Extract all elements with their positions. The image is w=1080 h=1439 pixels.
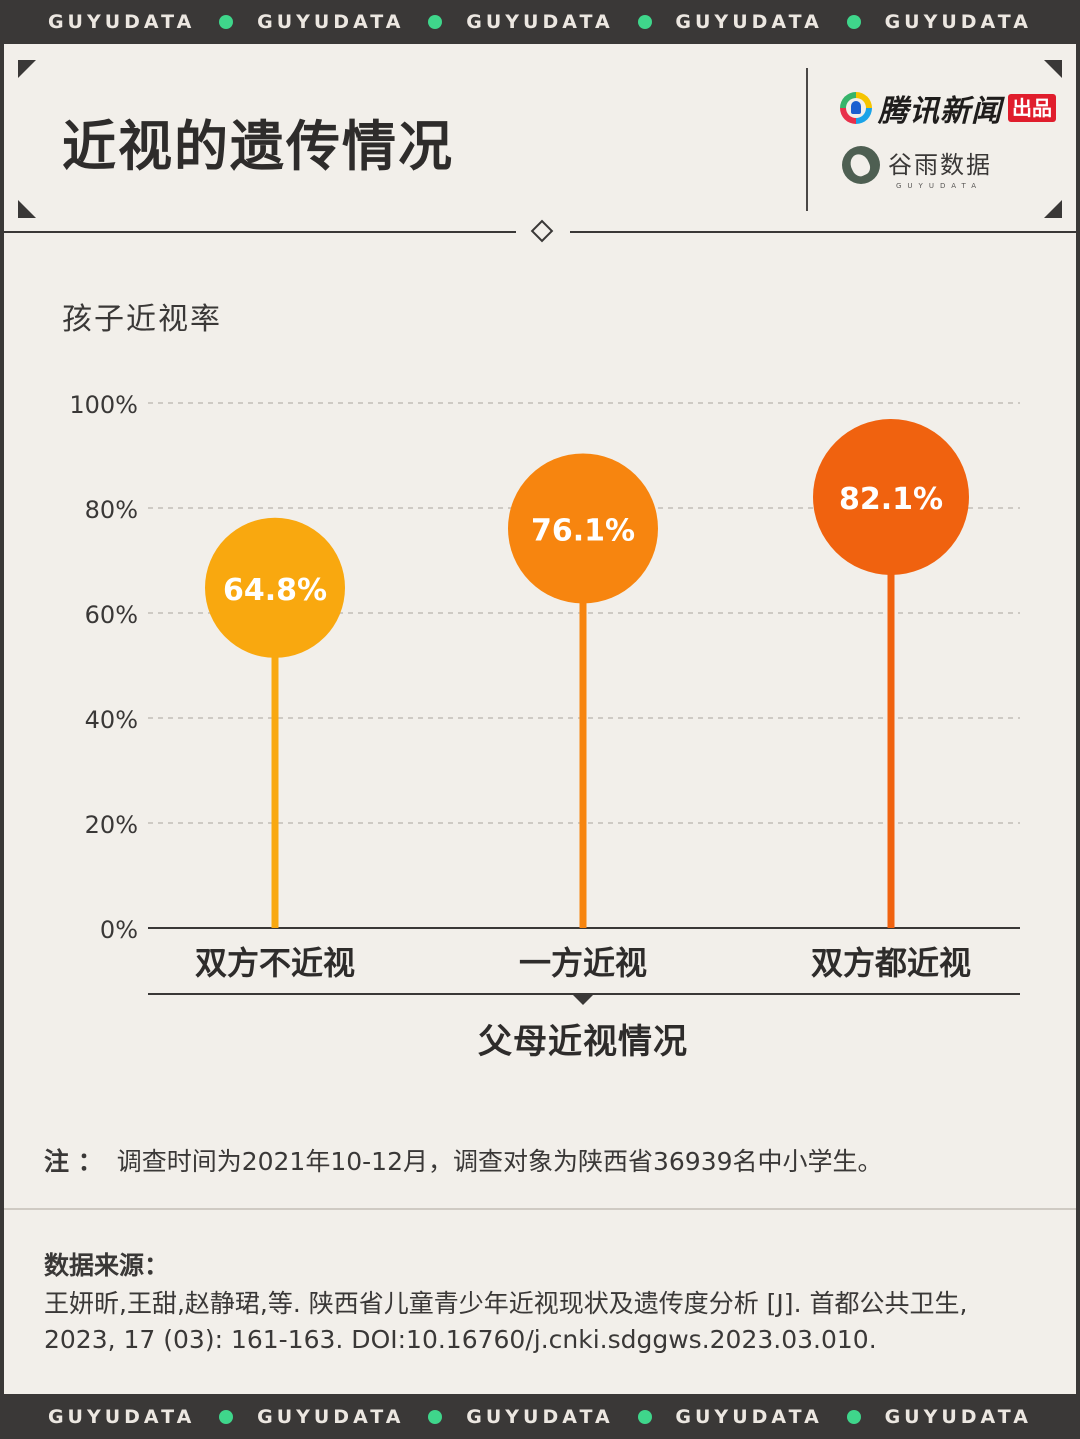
banner-word: GUYUDATA xyxy=(675,11,823,33)
note-label: 注 ： xyxy=(44,1147,103,1176)
header-divider xyxy=(570,231,1076,233)
brand-secondary-name: 谷雨数据 xyxy=(888,151,992,179)
brand-tencent-news: 腾讯新闻 出品 xyxy=(840,88,1056,129)
data-label: 64.8% xyxy=(223,573,327,608)
banner-dot-icon xyxy=(219,1409,234,1424)
banner-dot-icon xyxy=(846,1409,861,1424)
page-title: 近视的遗传情况 xyxy=(62,115,454,178)
bottom-banner: GUYUDATA GUYUDATA GUYUDATA GUYUDATA GUYU… xyxy=(0,1394,1080,1439)
lollipop-head xyxy=(508,453,658,604)
x-axis-title: 父母近视情况 xyxy=(478,1022,688,1062)
y-tick-label: 60% xyxy=(85,601,138,629)
y-tick-label: 20% xyxy=(85,811,138,839)
footer-divider xyxy=(4,1208,1076,1210)
lollipop-head xyxy=(205,517,345,658)
header-separator xyxy=(806,68,808,211)
tencent-news-logo-icon xyxy=(840,92,872,124)
y-axis-title: 孩子近视率 xyxy=(62,302,222,337)
x-tick-label: 一方近视 xyxy=(519,944,647,982)
banner-word: GUYUDATA xyxy=(47,11,196,33)
banner-word: GUYUDATA xyxy=(466,11,614,33)
brand-secondary-en: GUYUDATA xyxy=(896,182,982,190)
corner-mark-icon xyxy=(18,60,36,78)
corner-mark-icon xyxy=(1044,200,1062,218)
data-label: 76.1% xyxy=(531,513,635,548)
bracket-pointer-icon xyxy=(572,994,594,1005)
brand-primary-tag: 出品 xyxy=(1008,94,1056,122)
source-text: 王妍昕,王甜,赵静珺,等. 陕西省儿童青少年近视现状及遗传度分析 [J]. 首都… xyxy=(44,1289,968,1354)
lollipop-head xyxy=(813,418,969,575)
y-tick-label: 80% xyxy=(85,496,138,524)
banner-dot-icon xyxy=(219,15,234,29)
banner-word: GUYUDATA xyxy=(675,1405,823,1428)
guyu-logo-icon xyxy=(842,146,880,184)
source-label: 数据来源： xyxy=(44,1251,170,1280)
banner-word: GUYUDATA xyxy=(884,11,1032,33)
note-text: 调查时间为2021年10-12月，调查对象为陕西省36939名中小学生。 xyxy=(116,1147,883,1176)
y-tick-label: 0% xyxy=(100,916,138,944)
header-divider xyxy=(4,231,516,233)
top-banner: GUYUDATA GUYUDATA GUYUDATA GUYUDATA GUYU… xyxy=(0,0,1080,44)
infographic-card: 近视的遗传情况 腾讯新闻 出品 谷雨数据 GUYUDATA 孩子近视率 0% 20… xyxy=(4,44,1076,1394)
y-tick-label: 40% xyxy=(85,706,138,734)
x-tick-label: 双方都近视 xyxy=(811,944,971,982)
brand-primary-name: 腾讯新闻 xyxy=(878,94,1002,129)
banner-word: GUYUDATA xyxy=(884,1405,1032,1428)
banner-dot-icon xyxy=(637,1409,652,1424)
banner-dot-icon xyxy=(846,15,861,29)
banner-word: GUYUDATA xyxy=(47,1405,196,1428)
banner-dot-icon xyxy=(428,1409,443,1424)
banner-dot-icon xyxy=(637,15,652,29)
note: 注 ： 调查时间为2021年10-12月，调查对象为陕西省36939名中小学生。 xyxy=(44,1142,883,1178)
y-tick-label: 100% xyxy=(69,391,138,419)
corner-mark-icon xyxy=(1044,60,1062,78)
brand-guyu-data: 谷雨数据 GUYUDATA xyxy=(842,146,992,190)
banner-word: GUYUDATA xyxy=(257,11,405,33)
x-tick-label: 双方不近视 xyxy=(195,944,355,982)
banner-dot-icon xyxy=(428,15,443,29)
banner-word: GUYUDATA xyxy=(257,1405,405,1428)
corner-mark-icon xyxy=(18,200,36,218)
banner-word: GUYUDATA xyxy=(466,1405,614,1428)
data-label: 82.1% xyxy=(839,482,943,517)
lollipop-chart: 0% 20% 40% 60% 80% 100% 64.8% 双方不近视 76.1% 一方近视 82.… xyxy=(69,391,1020,1005)
